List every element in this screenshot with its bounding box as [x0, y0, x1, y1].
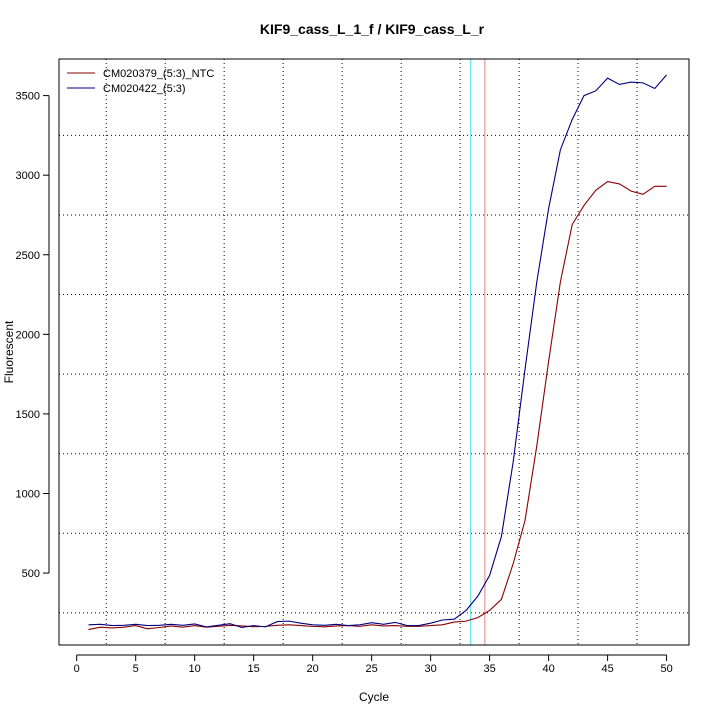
- series-line-0: [88, 180, 667, 631]
- y-axis: 500 1000 1500 2000 2500 3000 3500: [16, 91, 50, 580]
- legend-label: CM020379_(5:3)_NTC: [103, 68, 214, 80]
- x-tick-label: 15: [248, 663, 260, 675]
- series-line-1: [88, 74, 667, 629]
- chart-title: KIF9_cass_L_1_f / KIF9_cass_L_r: [260, 21, 485, 37]
- x-tick-label: 25: [366, 663, 378, 675]
- x-axis-label: Cycle: [359, 690, 389, 704]
- y-tick-label: 2000: [16, 329, 40, 341]
- x-tick-label: 50: [660, 663, 672, 675]
- y-axis-label: Fluorescent: [2, 320, 16, 383]
- x-tick-label: 5: [133, 663, 139, 675]
- y-tick-label: 500: [22, 568, 40, 580]
- legend: CM020379_(5:3)_NTC CM020422_(5:3): [67, 68, 214, 95]
- x-tick-label: 45: [601, 663, 613, 675]
- x-tick-label: 20: [307, 663, 319, 675]
- y-tick-label: 1000: [16, 488, 40, 500]
- x-tick-label: 40: [542, 663, 554, 675]
- y-tick-label: 3500: [16, 91, 40, 103]
- threshold-lines: [470, 59, 486, 645]
- legend-label: CM020422_(5:3): [103, 83, 186, 95]
- x-tick-label: 0: [74, 663, 80, 675]
- x-tick-label: 35: [483, 663, 495, 675]
- y-tick-label: 3000: [16, 170, 40, 182]
- plot-frame: [58, 58, 690, 646]
- series-lines: [88, 74, 667, 631]
- y-tick-label: 2500: [16, 250, 40, 262]
- grid-lines: [59, 59, 689, 645]
- x-axis: 0 5 10 15 20 25 30 35 40 45 50: [74, 654, 673, 675]
- x-tick-label: 30: [425, 663, 437, 675]
- x-tick-label: 10: [189, 663, 201, 675]
- y-tick-label: 1500: [16, 409, 40, 421]
